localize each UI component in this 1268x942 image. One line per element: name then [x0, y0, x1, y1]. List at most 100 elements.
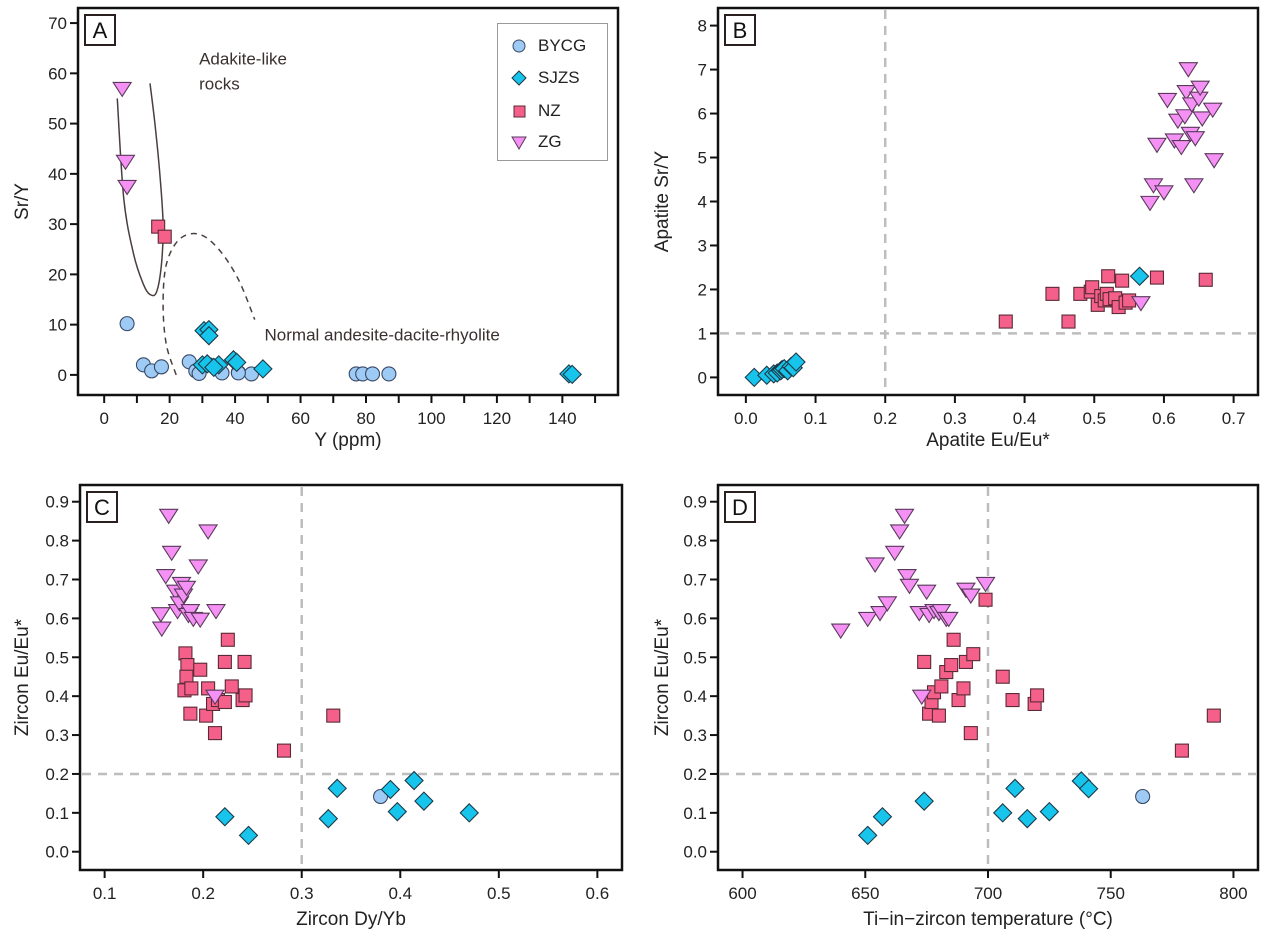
y-tick-label: 0.9 [45, 493, 69, 512]
legend-entry-nz: NZ [510, 99, 561, 123]
x-tick-label: 100 [417, 409, 445, 428]
point-zg [884, 545, 905, 562]
y-tick-label: 0.8 [683, 532, 707, 551]
y-tick-label: 5 [698, 149, 707, 168]
point-bycg [364, 366, 381, 382]
x-tick-label: 650 [851, 884, 879, 903]
plot-frame [78, 483, 624, 872]
point-nz [1115, 273, 1130, 288]
point-zg [1157, 92, 1178, 109]
annotation: Normal andesite-dacite-rhyolite [265, 326, 500, 345]
point-zg [916, 584, 937, 601]
panel-d: 600 650 700 750 800 0.0 0.1 0.2 0.3 0.4 0.5 0.6 0.7 0… [652, 483, 1260, 930]
panel-letter: C [94, 495, 110, 520]
legend-label: BYCG [538, 36, 587, 55]
x-tick-label: 0.2 [873, 409, 897, 428]
point-sjzs [380, 779, 401, 800]
y-tick-label: 6 [698, 105, 707, 124]
y-tick-label: 0.8 [45, 532, 69, 551]
point-bycg [119, 316, 135, 332]
point-nz [978, 592, 993, 607]
point-nz [183, 706, 198, 721]
y-tick-label: 0.0 [683, 843, 707, 862]
x-tick-label: 0.3 [290, 884, 314, 903]
point-sjzs [1039, 801, 1060, 822]
point-zg [117, 179, 138, 196]
point-nz [951, 693, 966, 708]
point-zg [150, 607, 171, 623]
point-zg [1130, 296, 1151, 312]
point-nz [1174, 743, 1189, 758]
annotation: rocks [199, 74, 240, 93]
y-tick-label: 0.2 [683, 765, 707, 784]
x-tick-label: 60 [291, 409, 310, 428]
y-tick-label: 4 [698, 193, 707, 212]
point-nz [931, 708, 946, 723]
point-sjzs [992, 803, 1013, 823]
point-bycg [153, 359, 170, 375]
adakite-field-boundary [116, 83, 164, 297]
x-tick-label: 80 [357, 409, 376, 428]
panel-letter: D [732, 495, 748, 520]
point-zg [889, 524, 910, 540]
y-axis-title: Sr/Y [12, 183, 33, 220]
y-tick-label: 7 [698, 61, 707, 80]
point-nz [966, 647, 981, 662]
x-tick-label: 0.6 [586, 884, 610, 903]
point-sjzs [1078, 778, 1099, 799]
point-sjzs [872, 806, 893, 827]
plot-frame [76, 6, 620, 397]
legend-label: SJZS [538, 68, 580, 87]
y-tick-label: 0 [58, 366, 67, 385]
point-sjzs [327, 778, 347, 799]
legend-label: NZ [538, 101, 561, 120]
x-tick-label: 40 [226, 409, 245, 428]
point-nz [946, 632, 961, 647]
point-zg [1204, 153, 1225, 169]
annotation: Adakite-like [199, 49, 287, 68]
point-nz [1030, 688, 1045, 703]
x-tick-label: 600 [728, 884, 756, 903]
y-tick-label: 10 [48, 316, 67, 335]
y-tick-label: 30 [48, 215, 67, 234]
point-sjzs [215, 806, 235, 827]
point-zg [1174, 109, 1195, 125]
point-zg [204, 689, 226, 706]
point-sjzs [857, 825, 878, 846]
y-tick-label: 0.0 [45, 843, 69, 862]
panel-letter: B [733, 18, 748, 43]
y-tick-label: 0.1 [683, 804, 707, 823]
point-nz [220, 632, 235, 647]
point-zg [151, 621, 172, 638]
point-nz [157, 229, 172, 244]
point-sjzs [253, 359, 273, 379]
y-tick-label: 3 [698, 236, 707, 255]
point-zg [176, 580, 197, 597]
point-zg [1139, 195, 1161, 212]
point-nz [184, 681, 199, 696]
circle-marker-icon [512, 39, 526, 53]
y-tick-label: 60 [48, 64, 67, 83]
point-nz [326, 708, 341, 723]
point-sjzs [1017, 808, 1038, 829]
x-tick-label: 0.5 [1082, 409, 1106, 428]
point-zg [198, 524, 219, 540]
point-nz [193, 662, 208, 677]
point-sjzs [414, 791, 434, 811]
y-tick-label: 1 [698, 324, 707, 343]
x-tick-label: 0.1 [804, 409, 828, 428]
point-bycg [381, 366, 397, 382]
y-tick-label: 50 [48, 115, 67, 134]
y-tick-label: 0.4 [45, 687, 69, 706]
point-zg [960, 588, 981, 605]
y-tick-label: 0 [698, 368, 707, 387]
point-zg [894, 508, 915, 525]
point-nz [1206, 708, 1221, 723]
y-tick-label: 0.7 [45, 571, 69, 590]
point-zg [112, 81, 133, 98]
y-tick-label: 0.5 [45, 648, 69, 667]
point-sjzs [786, 352, 806, 372]
point-nz [179, 669, 194, 684]
x-tick-label: 0.7 [1222, 409, 1246, 428]
